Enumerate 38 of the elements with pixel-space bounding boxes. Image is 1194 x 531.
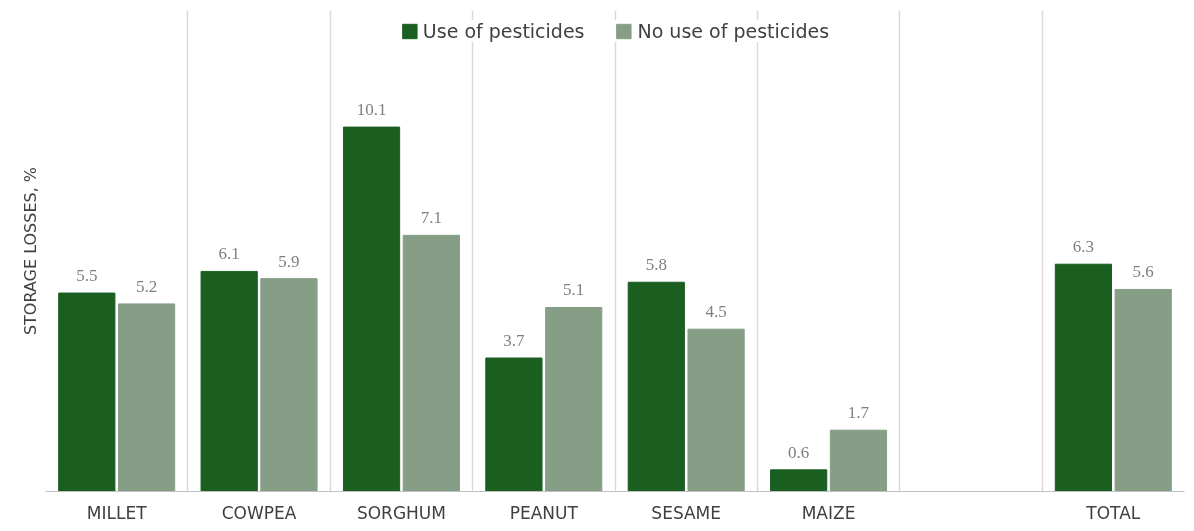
x-tick-label: MAIZE [801,502,856,523]
data-label: 5.6 [1132,262,1154,282]
legend-label: Use of pesticides [422,20,585,42]
bar [485,357,543,492]
x-tick-label: SESAME [651,502,722,523]
bar [687,328,745,492]
bar [117,303,176,492]
data-label: 1.7 [847,403,870,423]
bar [829,429,888,492]
x-tick-label: SORGHUM [356,502,446,523]
data-label: 3.7 [503,331,526,351]
y-axis-title: STORAGE LOSSES, % [20,166,40,336]
data-label: 6.1 [218,244,240,264]
data-label: 5.2 [135,276,158,296]
bar [770,469,828,492]
bar [342,126,401,492]
bar [545,307,603,492]
x-tick-label: MILLET [86,502,148,523]
data-label: 5.5 [76,266,98,286]
bar [627,281,685,492]
bar [200,270,258,492]
legend-label: No use of pesticides [637,20,830,42]
data-label: 7.1 [420,208,442,228]
x-tick-label: PEANUT [509,502,579,523]
x-tick-label: TOTAL [1085,502,1141,523]
data-label: 4.5 [705,302,727,322]
data-label: 6.3 [1072,237,1095,257]
bar [1054,263,1113,492]
data-label: 10.1 [356,100,387,120]
data-label: 5.1 [563,280,585,300]
bar [260,278,318,492]
bar [1114,288,1172,492]
bar [402,234,460,492]
data-label: 0.6 [788,442,810,462]
data-label: 5.8 [645,255,667,275]
data-label: 5.9 [278,251,300,271]
bar [58,292,116,492]
x-tick-label: COWPEA [221,502,297,523]
